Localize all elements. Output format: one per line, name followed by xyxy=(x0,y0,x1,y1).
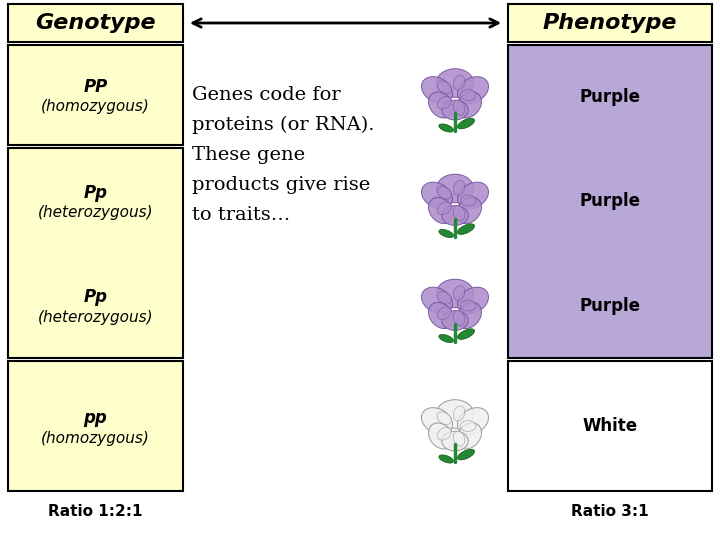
Text: to traits…: to traits… xyxy=(192,206,290,224)
Ellipse shape xyxy=(461,195,476,206)
Ellipse shape xyxy=(439,124,454,132)
Text: Pp: Pp xyxy=(84,184,107,201)
Ellipse shape xyxy=(428,423,454,449)
Text: Genes code for: Genes code for xyxy=(192,86,341,104)
FancyBboxPatch shape xyxy=(508,4,712,42)
Ellipse shape xyxy=(442,206,468,225)
Ellipse shape xyxy=(457,182,488,209)
Ellipse shape xyxy=(437,292,451,304)
Ellipse shape xyxy=(439,334,454,342)
Ellipse shape xyxy=(456,198,482,224)
Ellipse shape xyxy=(454,206,465,220)
Ellipse shape xyxy=(437,186,451,199)
Ellipse shape xyxy=(436,279,474,308)
Text: proteins (or RNA).: proteins (or RNA). xyxy=(192,116,374,134)
FancyBboxPatch shape xyxy=(508,361,712,491)
Text: pp: pp xyxy=(84,409,107,427)
Ellipse shape xyxy=(457,77,488,103)
Ellipse shape xyxy=(457,329,474,340)
Ellipse shape xyxy=(428,92,454,118)
Ellipse shape xyxy=(454,431,465,446)
FancyBboxPatch shape xyxy=(508,45,712,358)
Text: Ratio 3:1: Ratio 3:1 xyxy=(571,503,649,518)
Ellipse shape xyxy=(456,302,482,328)
Ellipse shape xyxy=(457,449,474,460)
Ellipse shape xyxy=(437,307,451,320)
FancyBboxPatch shape xyxy=(8,4,183,42)
Ellipse shape xyxy=(457,224,474,234)
Text: Ratio 1:2:1: Ratio 1:2:1 xyxy=(48,503,143,518)
Text: PP: PP xyxy=(84,78,107,96)
Ellipse shape xyxy=(457,408,488,434)
Ellipse shape xyxy=(457,287,488,314)
Ellipse shape xyxy=(436,400,474,428)
Ellipse shape xyxy=(454,180,465,195)
Ellipse shape xyxy=(456,423,482,449)
Ellipse shape xyxy=(461,421,476,431)
Text: products give rise: products give rise xyxy=(192,176,370,194)
Ellipse shape xyxy=(437,428,451,440)
Ellipse shape xyxy=(454,406,465,421)
Ellipse shape xyxy=(442,310,468,330)
Ellipse shape xyxy=(439,455,454,463)
Text: (homozygous): (homozygous) xyxy=(41,430,150,445)
Ellipse shape xyxy=(454,310,465,326)
Ellipse shape xyxy=(421,287,452,314)
Text: Purple: Purple xyxy=(580,88,641,106)
Text: Pp: Pp xyxy=(84,288,107,307)
Text: (homozygous): (homozygous) xyxy=(41,99,150,114)
Ellipse shape xyxy=(437,202,451,214)
Ellipse shape xyxy=(437,97,451,109)
Ellipse shape xyxy=(436,174,474,203)
Ellipse shape xyxy=(428,302,454,328)
Text: Purple: Purple xyxy=(580,192,641,211)
Text: Phenotype: Phenotype xyxy=(543,13,678,33)
Ellipse shape xyxy=(439,230,454,238)
Text: These gene: These gene xyxy=(192,146,305,164)
FancyBboxPatch shape xyxy=(8,45,183,145)
Ellipse shape xyxy=(442,431,468,451)
Text: White: White xyxy=(582,417,638,435)
Text: (heterozygous): (heterozygous) xyxy=(37,310,153,325)
Ellipse shape xyxy=(421,182,452,209)
FancyBboxPatch shape xyxy=(8,148,183,358)
Ellipse shape xyxy=(428,198,454,224)
Ellipse shape xyxy=(454,100,465,115)
Ellipse shape xyxy=(421,408,452,434)
Ellipse shape xyxy=(461,90,476,100)
FancyBboxPatch shape xyxy=(8,361,183,491)
Ellipse shape xyxy=(456,92,482,118)
Text: Genotype: Genotype xyxy=(35,13,156,33)
Text: Purple: Purple xyxy=(580,297,641,315)
Ellipse shape xyxy=(454,75,465,90)
Ellipse shape xyxy=(457,118,474,129)
Ellipse shape xyxy=(421,77,452,103)
Ellipse shape xyxy=(437,81,451,93)
Ellipse shape xyxy=(461,300,476,311)
Text: (heterozygous): (heterozygous) xyxy=(37,205,153,220)
Ellipse shape xyxy=(437,412,451,424)
Ellipse shape xyxy=(436,69,474,97)
Ellipse shape xyxy=(454,286,465,300)
Ellipse shape xyxy=(442,100,468,120)
